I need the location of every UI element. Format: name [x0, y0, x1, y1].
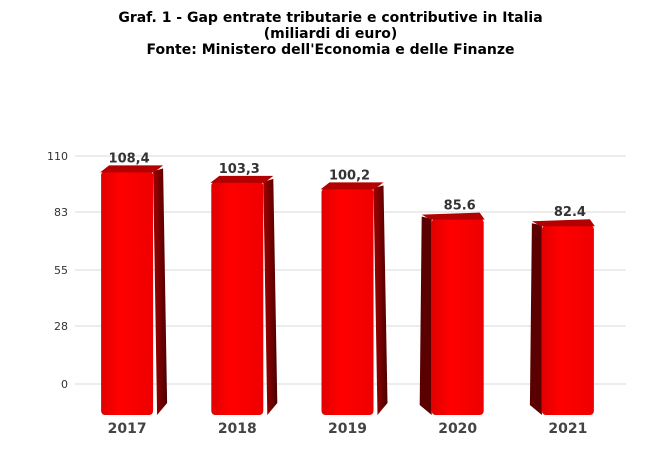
bar-side: [419, 216, 432, 415]
category-label: 2021: [548, 421, 587, 437]
value-label: 100,2: [329, 168, 370, 183]
bar-front: [321, 188, 374, 415]
title-line-2: (miliardi di euro): [263, 26, 398, 42]
bar-top: [531, 219, 595, 227]
y-tick-label: 55: [54, 264, 68, 277]
bar-2020: [419, 212, 485, 415]
value-label: 85.6: [444, 199, 476, 214]
category-label: 2017: [108, 421, 147, 437]
bar-front: [101, 171, 154, 415]
category-label: 2019: [328, 421, 367, 437]
bar-side: [263, 178, 278, 415]
bar-top: [421, 212, 485, 220]
value-label: 82.4: [554, 205, 586, 220]
bar-side: [373, 185, 388, 415]
title-line-3: Fonte: Ministero dell'Economia e delle F…: [146, 42, 515, 58]
bar-front: [431, 218, 484, 415]
bar-side: [153, 168, 168, 415]
bar-side: [529, 223, 542, 415]
y-tick-label: 0: [61, 378, 68, 391]
value-label: 108,4: [109, 151, 150, 166]
y-tick-label: 110: [47, 150, 68, 163]
bar-front: [211, 181, 264, 415]
y-tick-label: 83: [54, 206, 68, 219]
bar-top: [210, 175, 274, 183]
category-label: 2020: [438, 421, 477, 437]
bar-2017: [100, 165, 168, 415]
bar-top: [100, 165, 164, 173]
value-label: 103,3: [219, 162, 260, 177]
chart-title: Graf. 1 - Gap entrate tributarie e contr…: [0, 10, 661, 58]
bar-2019: [320, 182, 388, 415]
category-label: 2018: [218, 421, 257, 437]
bar-2018: [210, 175, 278, 415]
bar-front: [541, 225, 594, 415]
y-tick-label: 28: [54, 320, 68, 333]
bar-top: [320, 182, 384, 190]
bar-2021: [529, 219, 595, 415]
title-line-1: Graf. 1 - Gap entrate tributarie e contr…: [118, 10, 543, 26]
